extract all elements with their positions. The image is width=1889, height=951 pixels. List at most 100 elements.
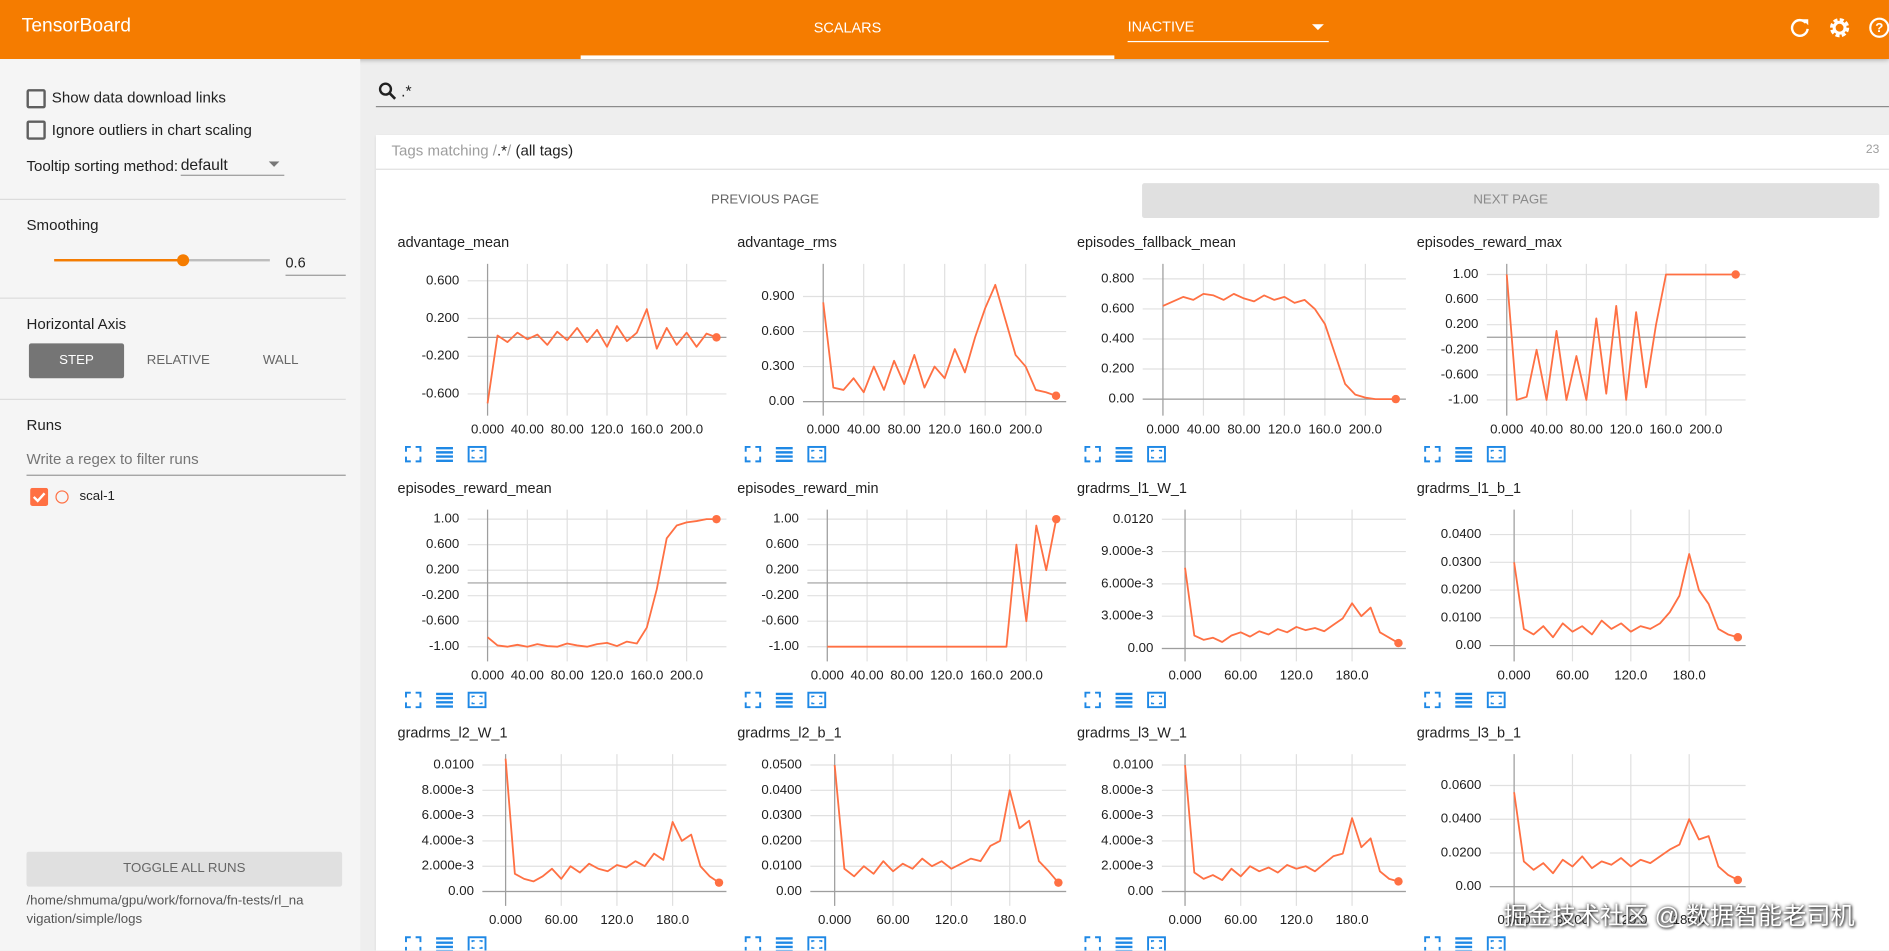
- x-tick-label: 0.000: [471, 667, 504, 682]
- icon-shape: [405, 691, 422, 708]
- fit-domain-icon[interactable]: [807, 445, 827, 463]
- log-scale-icon[interactable]: [436, 692, 453, 708]
- grid: [810, 754, 1067, 906]
- fullscreen-icon[interactable]: [405, 936, 422, 951]
- fit-domain-icon[interactable]: [467, 936, 487, 951]
- runs-filter[interactable]: Write a regex to filter runs: [26, 450, 199, 468]
- smoothing-input[interactable]: 0.6: [285, 254, 306, 272]
- settings-icon[interactable]: [1829, 17, 1851, 39]
- y-tick-label: 9.000e-3: [1101, 542, 1153, 557]
- grid: [1489, 754, 1746, 906]
- log-scale-icon[interactable]: [436, 937, 453, 951]
- chart: episodes_reward_mean -1.00 -0.600 -0.200 0.2…: [398, 480, 727, 708]
- chart: gradrms_l3_b_1 0.00 0.0200 0.0400 0.0600 0.00…: [1417, 725, 1746, 951]
- icon-shape: [467, 936, 487, 951]
- fit-domain-icon[interactable]: [1486, 445, 1506, 463]
- log-scale-icon[interactable]: [775, 937, 793, 951]
- checkmark: [32, 492, 46, 503]
- chart-title: gradrms_l3_b_1: [1417, 725, 1521, 741]
- scalars-tab[interactable]: SCALARS: [813, 19, 882, 37]
- log-scale-icon[interactable]: [1115, 446, 1133, 463]
- fullscreen-icon[interactable]: [1084, 445, 1101, 463]
- log-scale-icon[interactable]: [1455, 692, 1473, 708]
- fit-domain-icon[interactable]: [807, 691, 827, 708]
- icon-shape: [1147, 691, 1166, 708]
- log-scale-icon[interactable]: [775, 446, 793, 463]
- x-tick-label: 200.0: [670, 667, 703, 682]
- tooltip-select[interactable]: default: [180, 155, 228, 174]
- fullscreen-icon[interactable]: [744, 936, 762, 951]
- slider-thumb[interactable]: [177, 254, 190, 267]
- fullscreen-icon[interactable]: [1084, 936, 1101, 951]
- y-tick-label: 2.000e-3: [422, 858, 474, 873]
- icon-shape: [1490, 694, 1502, 704]
- dropdown-arrow[interactable]: [1311, 24, 1324, 31]
- x-tick-label: 0.000: [1490, 422, 1523, 437]
- help-icon[interactable]: ?: [1868, 17, 1889, 39]
- y-tick-label: -0.200: [761, 587, 799, 602]
- log-scale-icon[interactable]: [1455, 937, 1473, 951]
- fullscreen-icon[interactable]: [1424, 936, 1441, 951]
- grid: [482, 754, 727, 906]
- run-checkbox[interactable]: [30, 487, 49, 506]
- log-scale-icon[interactable]: [1455, 446, 1473, 463]
- checkbox[interactable]: [26, 120, 46, 140]
- x-tick-label: 0.000: [489, 912, 522, 927]
- select-arrow[interactable]: [268, 161, 280, 167]
- axis-button[interactable]: RELATIVE: [146, 352, 210, 368]
- y-tick-label: 0.600: [761, 323, 794, 338]
- end-point: [1051, 391, 1061, 400]
- axis-button[interactable]: WALL: [262, 352, 299, 368]
- log-scale-icon[interactable]: [1115, 937, 1133, 951]
- y-tick-label: 0.0100: [761, 858, 802, 873]
- fullscreen-icon[interactable]: [405, 445, 422, 463]
- scalars-card: Tags matching /.*/ (all tags) 23 PREVIOU…: [375, 134, 1889, 951]
- x-tick-label: 80.00: [888, 422, 921, 437]
- refresh-icon[interactable]: [1789, 17, 1811, 39]
- log-scale-icon[interactable]: [436, 446, 453, 463]
- header: TensorBoard SCALARS INACTIVE ?: [0, 0, 1889, 60]
- log-scale-icon[interactable]: [775, 692, 793, 708]
- x-tick-label: 60.00: [1224, 912, 1257, 927]
- search-input[interactable]: .*: [401, 81, 412, 100]
- chart-title: gradrms_l3_W_1: [1077, 725, 1187, 741]
- fit-domain-icon[interactable]: [1147, 936, 1166, 951]
- chart: advantage_mean -0.600 -0.200 0.200 0.600 0.00…: [398, 235, 727, 463]
- fullscreen-icon[interactable]: [1084, 691, 1101, 708]
- horizontal-axis-label: Horizontal Axis: [26, 315, 127, 333]
- icon-shape: [1084, 445, 1101, 463]
- y-tick-label: 0.0500: [761, 757, 802, 772]
- fullscreen-icon[interactable]: [405, 691, 422, 708]
- watermark: 掘金技术社区 @ 数据智能老司机: [1503, 903, 1855, 931]
- toggle-runs-button[interactable]: TOGGLE ALL RUNS: [26, 851, 343, 887]
- fullscreen-icon[interactable]: [744, 445, 762, 463]
- fit-domain-icon[interactable]: [1147, 445, 1166, 463]
- fullscreen-icon[interactable]: [1424, 691, 1441, 708]
- x-tick-label: 0.000: [1498, 912, 1531, 927]
- x-tick-label: 60.00: [1556, 912, 1589, 927]
- x-tick-label: 0.000: [818, 912, 851, 927]
- next-page[interactable]: NEXT PAGE: [1142, 183, 1880, 219]
- run-status[interactable]: INACTIVE: [1127, 18, 1195, 35]
- fit-domain-icon[interactable]: [1486, 691, 1506, 708]
- y-tick-label: -1.00: [769, 638, 799, 653]
- fit-domain-icon[interactable]: [467, 445, 487, 463]
- log-scale-icon[interactable]: [1115, 692, 1133, 708]
- fit-domain-icon[interactable]: [1486, 936, 1506, 951]
- x-tick-label: 120.0: [1610, 422, 1643, 437]
- search-underline: [375, 106, 1889, 108]
- tags-slash: /: [507, 142, 512, 160]
- previous-page[interactable]: PREVIOUS PAGE: [710, 192, 819, 208]
- fit-domain-icon[interactable]: [807, 936, 827, 951]
- axis-button[interactable]: STEP: [28, 343, 125, 379]
- fullscreen-icon[interactable]: [1424, 445, 1441, 463]
- x-tick-label: 200.0: [1010, 667, 1043, 682]
- grid: [807, 508, 1067, 661]
- fit-domain-icon[interactable]: [1147, 691, 1166, 708]
- fit-domain-icon[interactable]: [467, 691, 487, 708]
- checkbox[interactable]: [26, 89, 46, 109]
- fullscreen-icon[interactable]: [744, 691, 762, 708]
- y-tick-label: 0.0400: [761, 782, 802, 797]
- end-point: [1731, 270, 1740, 279]
- slider-fill: [54, 259, 184, 262]
